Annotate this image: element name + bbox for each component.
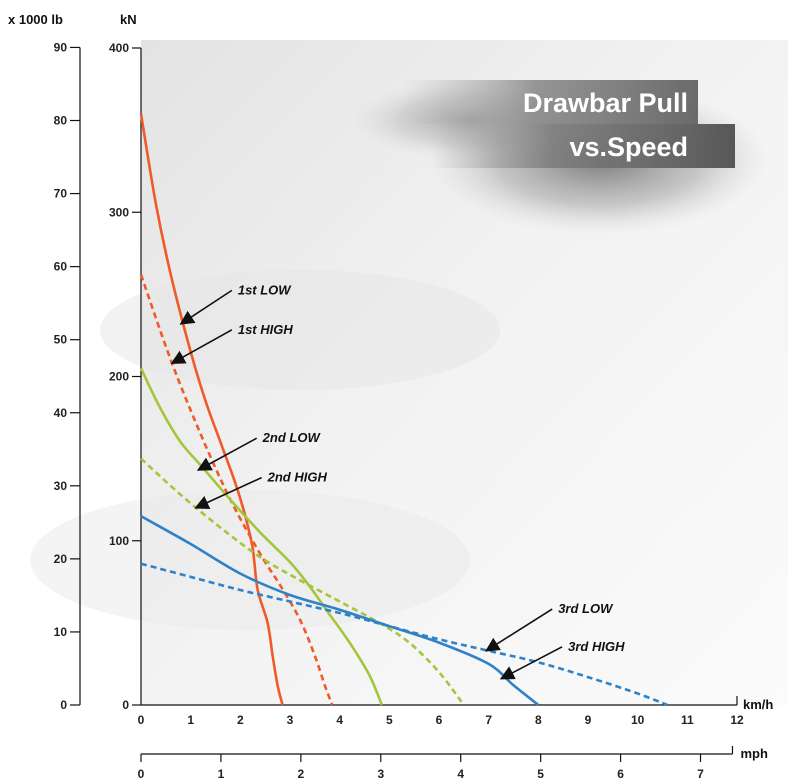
title-band xyxy=(430,124,735,168)
mph-tick-label: 0 xyxy=(138,767,145,781)
kmh-tick-label: 5 xyxy=(386,713,393,727)
mph-tick-label: 5 xyxy=(537,767,544,781)
lb-tick-label: 10 xyxy=(54,625,68,639)
kn-tick-label: 200 xyxy=(109,370,129,384)
annotation-arrow xyxy=(194,476,262,510)
chart-title: Drawbar Pull vs.Speed xyxy=(400,80,735,168)
lb-tick-label: 90 xyxy=(54,40,68,54)
lb-tick-label: 80 xyxy=(54,114,68,128)
series-3rd-high xyxy=(140,562,668,707)
series-2nd-high xyxy=(140,457,465,706)
kmh-axis-unit: km/h xyxy=(743,697,773,712)
mph-tick-label: 7 xyxy=(697,767,704,781)
annotation-arrow xyxy=(196,437,258,471)
mph-tick-label: 3 xyxy=(377,767,384,781)
title-line-2: vs.Speed xyxy=(569,132,688,162)
kmh-tick-label: 8 xyxy=(535,713,542,727)
kmh-tick-label: 0 xyxy=(138,713,145,727)
annotation-label: 2nd LOW xyxy=(262,430,322,445)
annotation-label: 3rd HIGH xyxy=(568,639,625,654)
kn-tick-label: 400 xyxy=(109,41,129,55)
title-band xyxy=(400,80,698,124)
series-1st-high xyxy=(139,274,334,706)
lb-axis-unit: x 1000 lb xyxy=(8,12,63,27)
mph-tick-label: 6 xyxy=(617,767,624,781)
kmh-tick-label: 10 xyxy=(631,713,645,727)
lb-tick-label: 20 xyxy=(54,552,68,566)
kmh-tick-label: 11 xyxy=(681,713,694,727)
annotations: 1st LOW 1st HIGH 2nd LOW 2nd HIGH 3rd LOW 3rd… xyxy=(170,282,625,680)
haze-shade xyxy=(30,490,470,630)
lb-tick-label: 30 xyxy=(54,479,68,493)
annotation-label: 2nd HIGH xyxy=(267,470,328,485)
kn-tick-label: 300 xyxy=(109,205,129,219)
annotation-label: 1st LOW xyxy=(238,282,292,297)
annotation-arrow xyxy=(484,608,553,652)
series-1st-low xyxy=(139,113,284,706)
kn-tick-label: 0 xyxy=(122,698,129,712)
kmh-tick-label: 4 xyxy=(336,713,343,727)
kn-tick-label: 100 xyxy=(109,534,129,548)
annotation-arrow xyxy=(179,289,233,325)
kmh-tick-label: 2 xyxy=(237,713,244,727)
lb-tick-label: 0 xyxy=(60,698,67,712)
kmh-tick-label: 1 xyxy=(187,713,194,727)
kmh-tick-label: 9 xyxy=(585,713,592,727)
kmh-tick-label: 7 xyxy=(485,713,492,727)
lb-tick-label: 50 xyxy=(54,333,68,347)
kmh-tick-label: 3 xyxy=(287,713,294,727)
series-2nd-low xyxy=(139,367,384,706)
annotation-label: 3rd LOW xyxy=(558,601,614,616)
lb-tick-label: 40 xyxy=(54,406,68,420)
mph-axis-unit: mph xyxy=(740,746,768,761)
kn-axis-unit: kN xyxy=(120,12,137,27)
lb-tick-label: 60 xyxy=(54,260,68,274)
title-line-1: Drawbar Pull xyxy=(523,88,688,118)
mph-tick-label: 2 xyxy=(298,767,305,781)
annotation-arrow xyxy=(499,646,563,680)
kmh-tick-label: 6 xyxy=(436,713,443,727)
mph-tick-label: 4 xyxy=(457,767,464,781)
kmh-tick-label: 12 xyxy=(730,713,744,727)
lb-tick-label: 70 xyxy=(54,187,68,201)
haze-shade xyxy=(100,270,500,390)
mph-tick-label: 1 xyxy=(218,767,225,781)
annotation-arrow xyxy=(170,329,233,365)
annotation-label: 1st HIGH xyxy=(238,322,294,337)
